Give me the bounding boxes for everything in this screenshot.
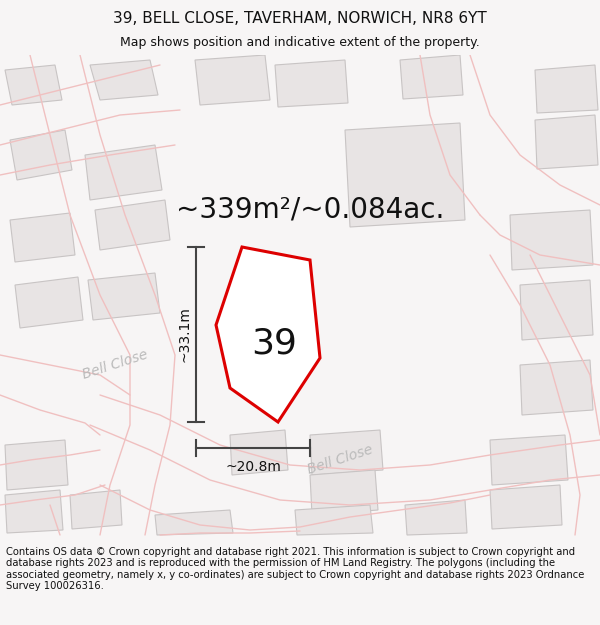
Polygon shape [490, 435, 568, 485]
Polygon shape [95, 200, 170, 250]
Polygon shape [70, 490, 122, 529]
Text: ~20.8m: ~20.8m [225, 460, 281, 474]
Polygon shape [295, 505, 373, 535]
Polygon shape [345, 123, 465, 227]
Polygon shape [510, 210, 593, 270]
Text: ~339m²/~0.084ac.: ~339m²/~0.084ac. [176, 196, 444, 224]
Text: ~33.1m: ~33.1m [177, 306, 191, 362]
Text: 39: 39 [251, 326, 297, 361]
Text: 39, BELL CLOSE, TAVERHAM, NORWICH, NR8 6YT: 39, BELL CLOSE, TAVERHAM, NORWICH, NR8 6… [113, 11, 487, 26]
Polygon shape [405, 500, 467, 535]
Polygon shape [88, 273, 160, 320]
Polygon shape [85, 145, 162, 200]
Polygon shape [275, 60, 348, 107]
Polygon shape [535, 65, 598, 113]
Text: Bell Close: Bell Close [80, 348, 149, 382]
Polygon shape [5, 440, 68, 490]
Text: Contains OS data © Crown copyright and database right 2021. This information is : Contains OS data © Crown copyright and d… [6, 547, 584, 591]
Polygon shape [520, 360, 593, 415]
Polygon shape [490, 485, 562, 529]
Polygon shape [400, 55, 463, 99]
Polygon shape [15, 277, 83, 328]
Polygon shape [5, 490, 63, 533]
Polygon shape [155, 510, 233, 535]
Polygon shape [10, 213, 75, 262]
Polygon shape [90, 60, 158, 100]
Polygon shape [10, 130, 72, 180]
Polygon shape [5, 65, 62, 105]
Polygon shape [230, 430, 288, 475]
Polygon shape [535, 115, 598, 169]
Polygon shape [195, 55, 270, 105]
Polygon shape [310, 430, 383, 475]
Text: Map shows position and indicative extent of the property.: Map shows position and indicative extent… [120, 36, 480, 49]
Text: Bell Close: Bell Close [305, 443, 374, 477]
Polygon shape [310, 470, 378, 515]
Polygon shape [520, 280, 593, 340]
Polygon shape [216, 247, 320, 422]
